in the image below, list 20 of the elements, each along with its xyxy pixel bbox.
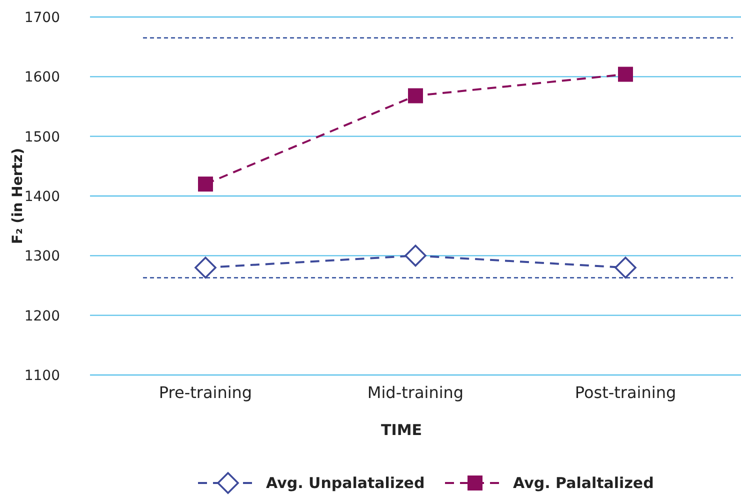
point: [618, 66, 633, 82]
y-tick-label: 1500: [24, 129, 60, 146]
y-tick-label: 1600: [24, 70, 60, 86]
y-tick-label: 1300: [24, 248, 60, 265]
point: [194, 256, 216, 278]
legend-label: Avg. Unpalatalized: [266, 474, 425, 492]
y-tick-label: 1400: [24, 189, 60, 205]
point: [614, 256, 636, 278]
x-tick-label: Pre-training: [158, 383, 252, 402]
point: [408, 88, 423, 104]
point: [198, 176, 213, 192]
x-axis-title: TIME: [381, 421, 422, 439]
point: [404, 244, 426, 267]
y-axis-title: F₂ (in Hertz): [10, 148, 26, 244]
x-tick-label: Mid-training: [367, 383, 464, 402]
legend-label: Avg. Palaltalized: [513, 474, 654, 492]
y-tick-label: 1700: [24, 10, 60, 26]
y-tick-label: 1200: [24, 308, 60, 324]
x-tick-label: Post-training: [574, 383, 676, 402]
y-tick-label: 1100: [24, 368, 60, 384]
